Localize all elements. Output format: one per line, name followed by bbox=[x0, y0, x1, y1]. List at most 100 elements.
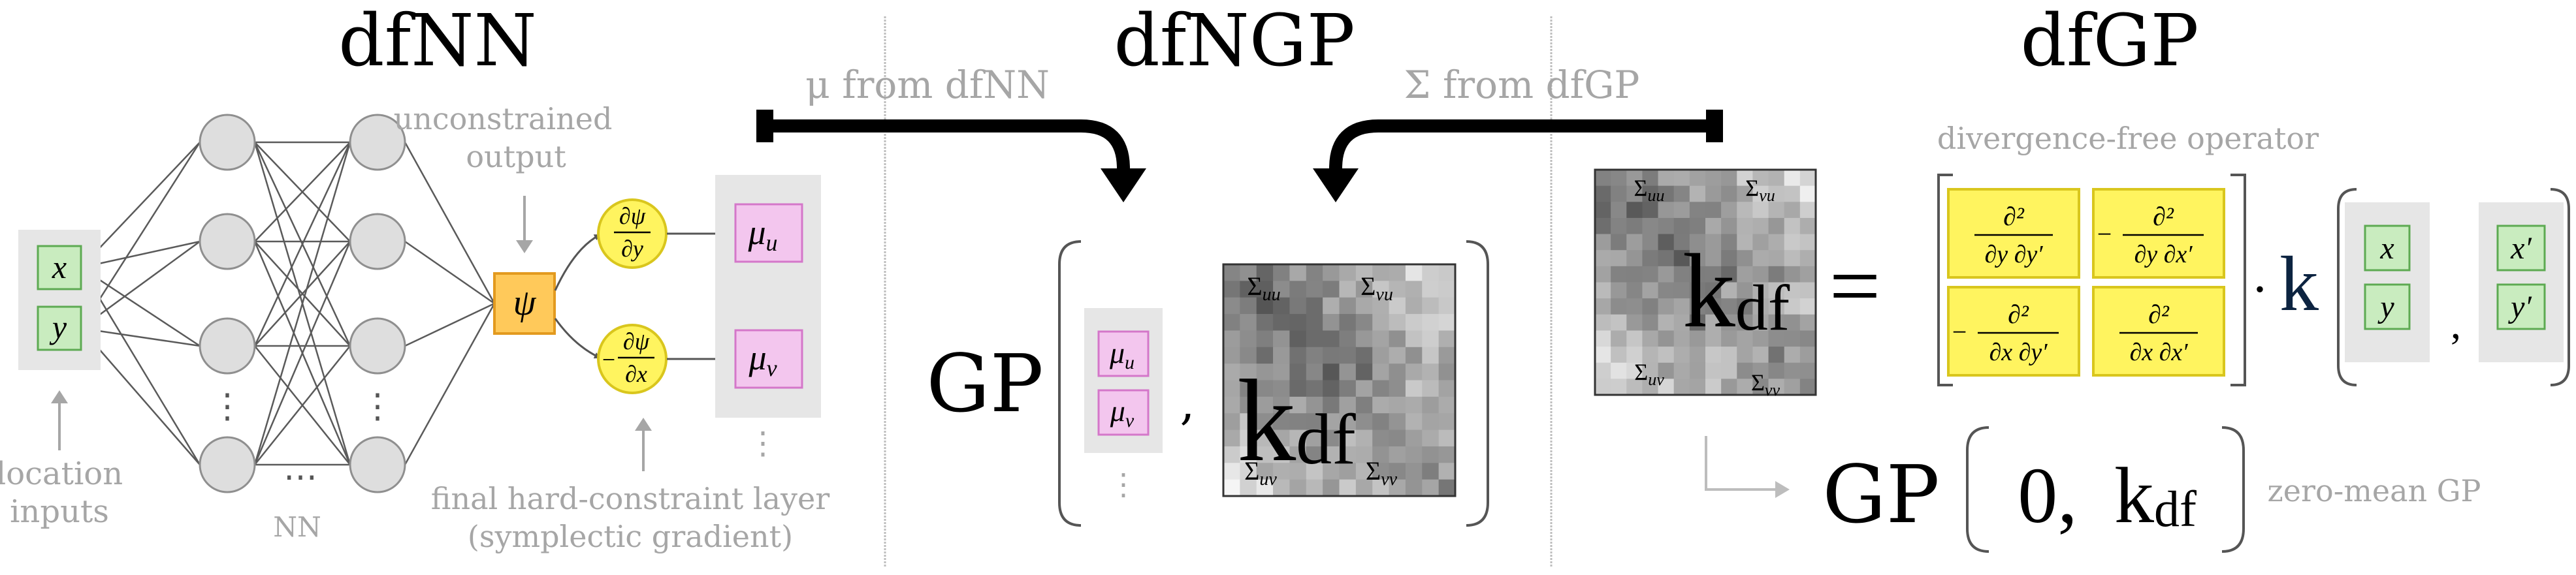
matrix-cell bbox=[1372, 413, 1390, 431]
matrix-cell bbox=[1673, 330, 1690, 347]
matrix-cell bbox=[1240, 347, 1257, 364]
matrix-cell bbox=[1721, 234, 1737, 251]
matrix-cell bbox=[1784, 362, 1801, 379]
matrix-cell bbox=[1339, 297, 1357, 315]
matrix-cell bbox=[1355, 330, 1373, 348]
matrix-cell bbox=[1721, 170, 1737, 187]
matrix-cell bbox=[1323, 281, 1340, 298]
matrix-cell bbox=[1595, 217, 1611, 235]
matrix-cell bbox=[1689, 170, 1706, 187]
matrix-cell bbox=[1438, 463, 1456, 480]
dfngp-mu-vdots: ⋮ bbox=[1108, 467, 1138, 502]
matrix-cell bbox=[1372, 396, 1390, 414]
matrix-cell bbox=[1323, 347, 1340, 364]
matrix-cell bbox=[1752, 330, 1769, 347]
vec1-x-box bbox=[2364, 225, 2411, 272]
matrix-cell bbox=[1642, 250, 1659, 267]
grad-bottom-node bbox=[597, 324, 668, 394]
matrix-cell bbox=[1355, 264, 1373, 281]
neuron bbox=[349, 213, 406, 270]
matrix-cell bbox=[1689, 314, 1706, 331]
matrix-cell bbox=[1784, 250, 1801, 267]
op-a-den: ∂y ∂y′ bbox=[1984, 241, 2043, 268]
matrix-cell bbox=[1673, 282, 1690, 299]
neuron bbox=[199, 213, 256, 270]
matrix-cell bbox=[1611, 362, 1627, 379]
matrix-cell bbox=[1223, 463, 1240, 480]
matrix-cell bbox=[1595, 234, 1611, 251]
matrix-cell bbox=[1642, 314, 1659, 331]
nn-edges bbox=[80, 141, 496, 466]
dfngp-sigma-uu: Σuu bbox=[1247, 272, 1280, 305]
matrix-cell bbox=[1438, 396, 1456, 414]
nn-edge bbox=[80, 142, 201, 268]
matrix-cell bbox=[1323, 330, 1340, 348]
matrix-cell bbox=[1306, 479, 1323, 497]
matrix-cell bbox=[1658, 379, 1675, 396]
matrix-cell bbox=[1705, 298, 1722, 315]
matrix-cell bbox=[1737, 202, 1753, 219]
matrix-cell bbox=[1438, 364, 1456, 381]
gp-zero: 0, bbox=[2018, 452, 2078, 540]
nn-edge bbox=[80, 142, 201, 329]
matrix-cell bbox=[1389, 364, 1406, 381]
nn-edge bbox=[254, 241, 351, 347]
matrix-cell bbox=[1799, 347, 1816, 364]
matrix-cell bbox=[1372, 264, 1390, 281]
matrix-cell bbox=[1289, 479, 1307, 497]
matrix-cell bbox=[1372, 330, 1390, 348]
matrix-cell bbox=[1438, 380, 1456, 397]
matrix-cell bbox=[1405, 463, 1423, 480]
matrix-cell bbox=[1799, 282, 1816, 299]
matrix-cell bbox=[1240, 281, 1257, 298]
dfngp-right-paren bbox=[1466, 240, 1489, 527]
matrix-cell bbox=[1611, 379, 1627, 396]
matrix-cell bbox=[1223, 347, 1240, 364]
matrix-cell bbox=[1768, 298, 1785, 315]
operator-right-bracket bbox=[2230, 174, 2246, 386]
matrix-cell bbox=[1306, 264, 1323, 281]
matrix-cell bbox=[1372, 281, 1390, 298]
matrix-cell bbox=[1752, 314, 1769, 331]
matrix-cell bbox=[1721, 185, 1737, 202]
matrix-cell bbox=[1339, 396, 1357, 414]
matrix-cell bbox=[1768, 170, 1785, 187]
nn-edge bbox=[80, 267, 201, 465]
vec2-y: y′ bbox=[2507, 290, 2532, 324]
matrix-cell bbox=[1323, 413, 1340, 431]
matrix-cell bbox=[1799, 185, 1816, 202]
matrix-cell bbox=[1372, 429, 1390, 447]
op-c-sign: − bbox=[1952, 317, 1967, 347]
matrix-cell bbox=[1658, 298, 1675, 315]
matrix-cell bbox=[1273, 429, 1290, 447]
title-dfngp: dfNGP bbox=[1114, 0, 1355, 82]
matrix-cell bbox=[1422, 429, 1440, 447]
matrix-cell bbox=[1355, 396, 1373, 414]
dfgp-kernel-matrix bbox=[1594, 168, 1817, 396]
matrix-cell bbox=[1737, 298, 1753, 315]
matrix-cell bbox=[1611, 250, 1627, 267]
matrix-cell bbox=[1306, 446, 1323, 463]
matrix-cell bbox=[1611, 266, 1627, 283]
matrix-cell bbox=[1240, 446, 1257, 463]
matrix-cell bbox=[1611, 314, 1627, 331]
matrix-cell bbox=[1405, 364, 1423, 381]
matrix-cell bbox=[1658, 314, 1675, 331]
hdots: ⋯ bbox=[283, 458, 317, 497]
matrix-cell bbox=[1626, 170, 1643, 187]
neuron bbox=[349, 436, 406, 493]
matrix-cell bbox=[1642, 298, 1659, 315]
matrix-cell bbox=[1422, 297, 1440, 315]
dfgp-dot: · bbox=[2251, 261, 2269, 319]
nn-edge bbox=[254, 142, 351, 242]
matrix-cell bbox=[1737, 234, 1753, 251]
matrix-cell bbox=[1422, 364, 1440, 381]
matrix-cell bbox=[1256, 281, 1274, 298]
matrix-cell bbox=[1595, 347, 1611, 364]
matrix-cell bbox=[1626, 282, 1643, 299]
dfngp-gp: GP bbox=[926, 337, 1044, 430]
matrix-cell bbox=[1223, 429, 1240, 447]
grad-bottom-den: ∂x bbox=[625, 361, 647, 387]
nn-edge bbox=[254, 345, 351, 465]
nn-label: NN bbox=[273, 511, 321, 543]
